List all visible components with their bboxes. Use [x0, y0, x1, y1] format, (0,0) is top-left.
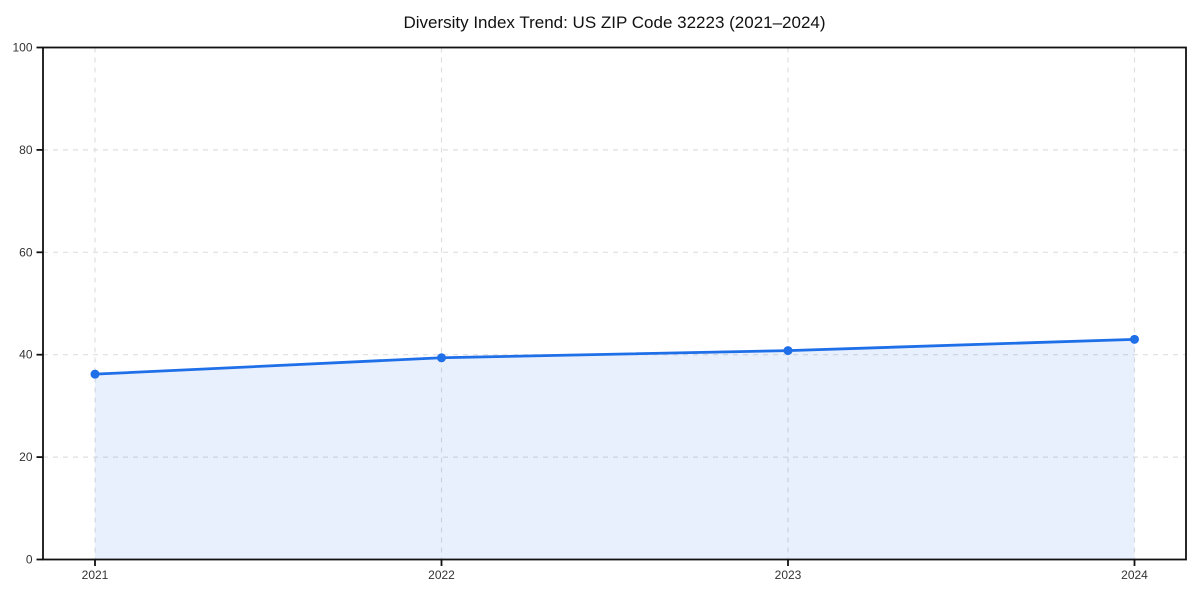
x-tick-label: 2024 — [1121, 568, 1148, 582]
chart-title: Diversity Index Trend: US ZIP Code 32223… — [403, 13, 826, 32]
plot-border — [42, 46, 1187, 561]
trend-line — [93, 337, 1136, 376]
y-tick-label: 0 — [26, 553, 33, 567]
y-tick-label: 60 — [19, 245, 33, 259]
data-point-marker — [783, 346, 793, 356]
data-point-marker — [437, 353, 446, 363]
y-tick-label: 20 — [19, 450, 33, 464]
area-fill — [95, 339, 1135, 560]
data-point-marker — [1130, 334, 1139, 344]
x-tick-label: 2023 — [775, 568, 802, 582]
x-tick-label: 2022 — [428, 568, 455, 582]
data-point-marker — [90, 369, 100, 379]
y-tick-label: 40 — [19, 348, 33, 362]
y-tick-label: 80 — [19, 143, 33, 157]
y-tick-label: 100 — [12, 41, 32, 55]
x-tick-label: 2021 — [82, 568, 109, 582]
